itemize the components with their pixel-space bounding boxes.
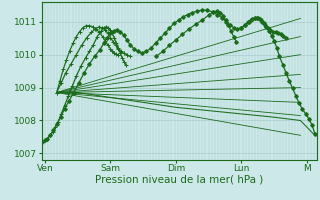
X-axis label: Pression niveau de la mer( hPa ): Pression niveau de la mer( hPa )	[95, 175, 263, 185]
